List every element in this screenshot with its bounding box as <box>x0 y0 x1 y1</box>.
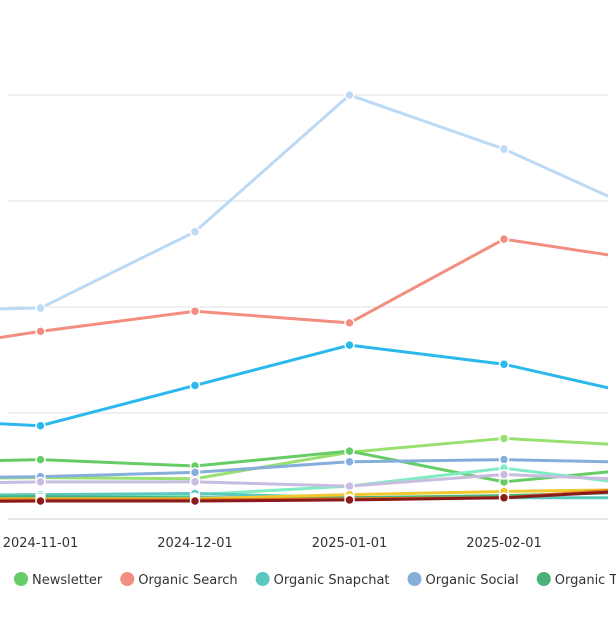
series-series-e <box>0 469 608 492</box>
legend-item-organic-snapchat[interactable]: Organic Snapchat <box>255 572 390 588</box>
data-point[interactable] <box>344 339 355 351</box>
series-line-organic-social <box>0 458 608 479</box>
data-point[interactable] <box>498 358 510 370</box>
series-line-organic-search <box>0 237 608 340</box>
data-point[interactable] <box>498 469 510 480</box>
legend-item-organic-tiktok[interactable]: Organic Tiktok <box>536 572 616 588</box>
data-point[interactable] <box>35 302 46 314</box>
data-point[interactable] <box>498 433 510 444</box>
series-line-series-e <box>0 472 608 488</box>
legend-swatch <box>536 572 551 586</box>
data-point[interactable] <box>498 143 510 155</box>
series-line-series-h <box>0 490 608 503</box>
series-series-h <box>0 490 608 507</box>
data-point[interactable] <box>35 326 46 337</box>
legend-swatch <box>120 572 135 586</box>
series-line-series-a <box>0 93 608 311</box>
series-line-series-b <box>0 343 608 428</box>
data-point[interactable] <box>189 495 201 507</box>
data-point[interactable] <box>189 380 201 391</box>
data-point[interactable] <box>344 494 355 506</box>
legend-label: Newsletter <box>32 573 103 588</box>
legend-item-organic-social[interactable]: Organic Social <box>407 572 519 588</box>
data-point[interactable] <box>189 476 201 488</box>
data-point[interactable] <box>35 476 46 488</box>
data-point[interactable] <box>35 495 46 507</box>
series-organic-search <box>0 233 608 340</box>
data-point[interactable] <box>344 317 355 329</box>
legend-item-organic-search[interactable]: Organic Search <box>120 572 238 588</box>
data-point[interactable] <box>189 305 201 317</box>
series-series-b <box>0 339 608 431</box>
legend-label: Organic Snapchat <box>274 573 390 588</box>
data-point[interactable] <box>189 467 201 478</box>
legend: Newsletter Organic Search Organic Snapchat… <box>14 572 616 588</box>
data-point[interactable] <box>498 454 510 465</box>
data-point[interactable] <box>189 226 201 237</box>
legend-swatch <box>14 572 28 586</box>
data-point[interactable] <box>498 233 510 245</box>
data-point[interactable] <box>498 492 510 504</box>
legend-label: Organic Tiktok <box>555 573 616 588</box>
x-tick-label: 2024-12-01 <box>157 536 233 551</box>
series-series-a <box>0 89 608 314</box>
x-tick-label: 2025-02-01 <box>466 536 542 551</box>
x-tick-label: 2024-11-01 <box>3 536 79 551</box>
legend-swatch <box>407 572 422 586</box>
series-line-newsletter <box>0 449 608 484</box>
legend-swatch <box>255 572 270 586</box>
legend-label: Organic Search <box>138 573 237 588</box>
legend-item-newsletter[interactable]: Newsletter <box>14 572 103 588</box>
legend-label: Organic Social <box>426 573 519 588</box>
data-point[interactable] <box>344 445 355 457</box>
x-tick-label: 2025-01-01 <box>312 536 388 551</box>
x-axis-ticks: 2024-11-01 2024-12-01 2025-01-01 2025-02-01 <box>3 536 542 551</box>
data-point[interactable] <box>344 89 355 101</box>
data-point[interactable] <box>35 420 46 431</box>
data-point[interactable] <box>344 456 355 468</box>
grid-lines <box>8 94 608 520</box>
data-point[interactable] <box>344 480 355 492</box>
series-lines <box>0 89 608 507</box>
data-point[interactable] <box>35 454 46 465</box>
